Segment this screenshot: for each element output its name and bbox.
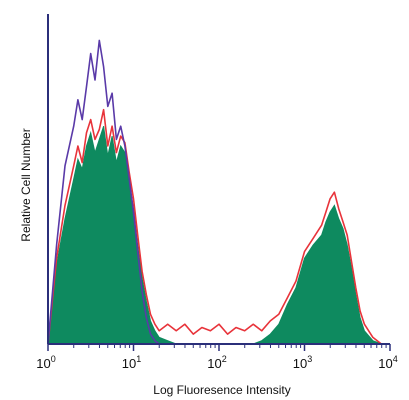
- x-tick-label: 103: [293, 354, 312, 371]
- x-tick-label: 101: [122, 354, 141, 371]
- x-tick-label: 102: [207, 354, 226, 371]
- series-line-1: [47, 108, 382, 345]
- x-axis-label: Log Fluoresence Intensity: [153, 383, 290, 397]
- axes: [47, 14, 391, 351]
- x-tick-label: 104: [378, 354, 397, 371]
- y-axis-label: Relative Cell Number: [19, 128, 33, 241]
- series-layer: [47, 39, 382, 345]
- x-tick-labels: 100 101 102 103 104: [36, 354, 397, 371]
- x-tick-label: 100: [36, 354, 55, 371]
- series-area-0: [47, 126, 382, 345]
